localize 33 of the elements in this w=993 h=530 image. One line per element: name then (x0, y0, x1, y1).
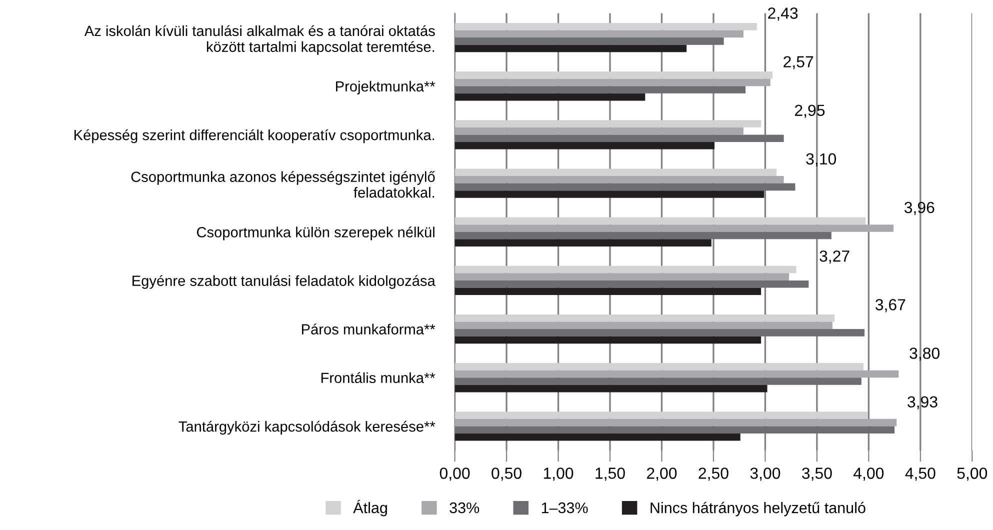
x-tick-label: 5,00 (957, 468, 988, 481)
y-tick-label: Képesség szerint differenciált kooperatív csoportmunka. (74, 129, 434, 144)
y-tick-label: Frontális munka** (321, 372, 436, 384)
x-tick-label: 2,00 (646, 468, 677, 481)
annotation: 2,43 (768, 8, 798, 21)
x-tick-label: 2,50 (698, 468, 728, 481)
annotation: 2,57 (784, 56, 814, 70)
legend-label: Átlag (353, 500, 387, 516)
y-tick-label: Projektmunka** (336, 80, 436, 94)
legend-label: Nincs hátrányos helyzetű tanuló (650, 502, 866, 516)
annotation: 3,10 (806, 153, 836, 166)
x-tick-label: 3,00 (750, 468, 780, 481)
y-tick-label: Csoportmunka külön szerepek nélkül (196, 226, 434, 240)
legend-label: 1–33% (542, 502, 588, 514)
y-tick-label: Egyénre szabott tanulási feladatok kidolgozása (132, 275, 436, 289)
y-tick-label: Páros munkaforma** (302, 324, 436, 334)
x-tick-label: 0,50 (492, 468, 522, 481)
annotation: 3,96 (904, 202, 934, 216)
x-tick-label: 4,50 (905, 468, 936, 481)
annotation: 2,95 (794, 104, 825, 118)
annotation: 3,93 (908, 396, 938, 410)
y-tick-label: Az iskolán kívüli tanulási alkalmak és a tanórai oktatás között tartalmi kapcsolat teremtése. (84, 25, 435, 55)
x-tick-label: 1,50 (596, 468, 625, 481)
annotation: 3,67 (875, 299, 906, 312)
x-tick-label: 1,00 (544, 468, 574, 481)
annotation: 3,80 (910, 348, 940, 361)
y-tick-label: Tantárgyközi kapcsolódások keresése** (178, 420, 436, 435)
x-tick-label: 4,00 (854, 468, 884, 481)
x-tick-label: 3,50 (802, 468, 832, 481)
y-tick-label: Csoportmunka azonos képességszintet igénylő feladatokkal. (131, 171, 435, 198)
x-tick-label: 0,00 (440, 468, 470, 481)
annotation: 3,27 (820, 250, 850, 264)
legend-label: 33% (450, 502, 480, 514)
